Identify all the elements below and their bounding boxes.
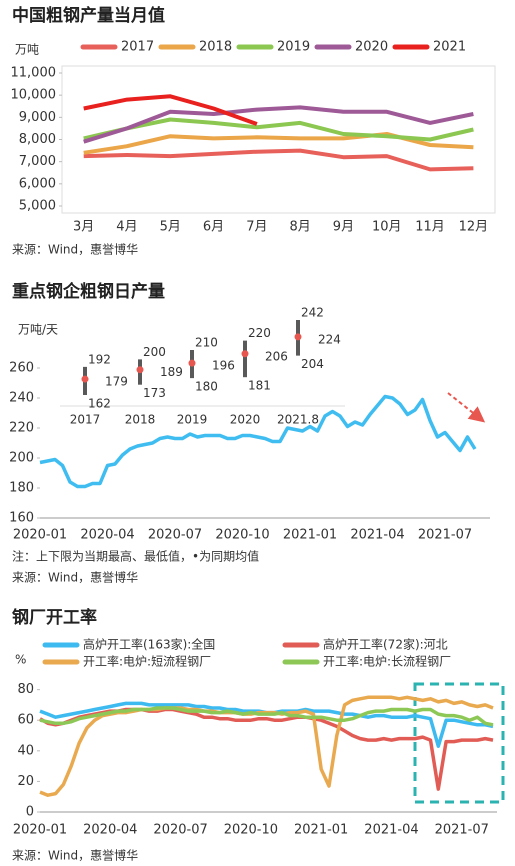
x-tick-label: 2021-04 [350, 528, 404, 543]
mean-dot [294, 333, 302, 341]
legend-label: 2017 [121, 40, 154, 55]
y-tick-label: 160 [9, 511, 34, 526]
y-tick-label: 5,000 [19, 199, 56, 214]
x-tick-label: 12月 [459, 220, 489, 235]
y-unit: % [15, 653, 26, 667]
y-tick-label: 200 [9, 451, 34, 466]
source: 来源：Wind，惠誉博华 [12, 242, 138, 257]
legend-label: 2021 [433, 40, 466, 55]
legend-label: 2019 [277, 40, 310, 55]
y-tick-label: 40 [17, 743, 34, 758]
inset-category: 2017 [70, 413, 101, 427]
mean-dot [241, 350, 249, 358]
chart-title: 钢厂开工率 [12, 607, 97, 628]
y-tick-label: 260 [9, 361, 34, 376]
x-tick-label: 2020-07 [153, 823, 207, 838]
max-label: 242 [301, 306, 324, 320]
mean-label: 189 [160, 365, 183, 379]
x-tick-label: 4月 [116, 220, 137, 235]
mean-label: 206 [265, 349, 288, 363]
min-label: 204 [301, 357, 324, 371]
source: 来源：Wind，惠誉博华 [12, 848, 138, 863]
y-tick-label: 10,000 [11, 88, 57, 103]
x-tick-label: 2021-04 [364, 823, 418, 838]
x-tick-label: 2020-10 [215, 528, 269, 543]
series-line [39, 394, 477, 489]
mean-dot [188, 359, 196, 367]
source: 来源：Wind，惠誉博华 [12, 570, 138, 585]
max-label: 192 [88, 352, 111, 366]
max-label: 200 [143, 345, 166, 359]
x-tick-label: 2020-10 [224, 823, 278, 838]
x-tick-label: 2020-04 [80, 528, 134, 543]
x-tick-label: 2020-01 [13, 528, 67, 543]
x-tick-label: 2021-01 [283, 528, 337, 543]
chart-title: 中国粗钢产量当月值 [12, 5, 165, 26]
inset-category: 2018 [125, 413, 156, 427]
highlight-box [413, 682, 505, 804]
range-bar [243, 340, 247, 378]
x-tick-label: 2020-07 [148, 528, 202, 543]
min-label: 180 [195, 380, 218, 394]
x-tick-label: 2020-04 [83, 823, 137, 838]
y-tick-label: 0 [26, 805, 34, 820]
y-unit: 万吨/天 [18, 323, 58, 337]
y-tick-label: 60 [17, 713, 34, 728]
y-tick-label: 8,000 [19, 132, 56, 147]
series-line [83, 105, 474, 144]
trend-arrow [447, 392, 486, 423]
legend-label: 高炉开工率(72家):河北 [323, 637, 448, 652]
max-label: 210 [195, 336, 218, 350]
min-label: 181 [248, 379, 271, 393]
min-label: 173 [143, 386, 166, 400]
max-label: 220 [248, 326, 271, 340]
y-tick-label: 180 [9, 481, 34, 496]
chart-title: 重点钢企粗钢日产量 [12, 281, 165, 302]
min-label: 162 [88, 397, 111, 411]
y-tick-label: 220 [9, 421, 34, 436]
legend-label: 开工率:电炉:长流程钢厂 [323, 654, 451, 669]
series-line [39, 707, 494, 791]
legend-label: 开工率:电炉:短流程钢厂 [83, 654, 211, 669]
legend-label: 高炉开工率(163家):全国 [83, 637, 215, 652]
y-tick-label: 240 [9, 391, 34, 406]
x-tick-label: 9月 [333, 220, 354, 235]
mean-dot [136, 366, 144, 374]
mean-label: 179 [105, 375, 128, 389]
x-tick-label: 11月 [415, 220, 445, 235]
y-tick-label: 80 [17, 682, 34, 697]
x-tick-label: 5月 [160, 220, 181, 235]
y-unit: 万吨 [15, 43, 39, 57]
series-line [83, 94, 258, 126]
series-line [83, 148, 474, 172]
y-tick-label: 6,000 [19, 176, 56, 191]
inset-category: 2020 [230, 413, 261, 427]
legend-label: 2018 [199, 40, 232, 55]
y-tick-label: 9,000 [19, 110, 56, 125]
series-line [39, 706, 494, 727]
mean-dot [81, 375, 89, 383]
mean-label: 224 [318, 332, 341, 346]
x-tick-label: 7月 [246, 220, 267, 235]
y-tick-label: 11,000 [11, 66, 57, 81]
x-tick-label: 6月 [203, 220, 224, 235]
x-tick-label: 2021-07 [435, 823, 489, 838]
x-tick-label: 8月 [290, 220, 311, 235]
inset-category: 2021.8 [277, 413, 319, 427]
x-tick-label: 2021-07 [418, 528, 472, 543]
x-tick-label: 2021-01 [294, 823, 348, 838]
x-tick-label: 10月 [372, 220, 402, 235]
note: 注：上下限为当期最高、最低值，•为同期均值 [12, 549, 259, 564]
legend-label: 2020 [355, 40, 388, 55]
inset-category: 2019 [177, 413, 208, 427]
x-tick-label: 2020-01 [13, 823, 67, 838]
y-tick-label: 7,000 [19, 154, 56, 169]
mean-label: 196 [212, 359, 235, 373]
x-tick-label: 3月 [73, 220, 94, 235]
y-tick-label: 20 [17, 774, 34, 789]
series-line [83, 117, 474, 142]
